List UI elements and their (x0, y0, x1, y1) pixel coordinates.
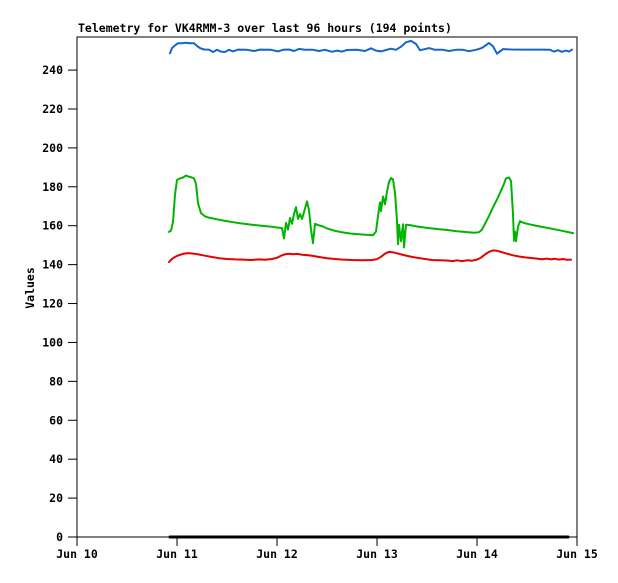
y-tick-label: 160 (42, 219, 63, 233)
y-tick-label: 220 (42, 102, 63, 116)
chart-title: Telemetry for VK4RMM-3 over last 96 hour… (78, 21, 452, 35)
y-tick-label: 180 (42, 180, 63, 194)
y-axis-title: Values (23, 267, 37, 309)
y-tick-label: 20 (49, 491, 63, 505)
series-channel-2-green (168, 174, 574, 249)
y-tick-label: 240 (42, 63, 63, 77)
x-tick-label: Jun 12 (256, 547, 298, 561)
x-tick-label: Jun 14 (456, 547, 498, 561)
x-tick-label: Jun 10 (56, 547, 98, 561)
series-channel-3-red (168, 249, 572, 264)
y-tick-label: 140 (42, 258, 63, 272)
y-tick-label: 100 (42, 335, 63, 349)
x-tick-label: Jun 11 (156, 547, 198, 561)
x-tick-label: Jun 13 (356, 547, 398, 561)
plot-border (76, 36, 578, 538)
y-tick-label: 40 (49, 452, 63, 466)
y-tick-label: 60 (49, 413, 63, 427)
x-tick-label: Jun 15 (556, 547, 598, 561)
y-tick-label: 0 (56, 530, 63, 544)
y-tick-label: 200 (42, 141, 63, 155)
y-tick-label: 80 (49, 374, 63, 388)
series-channel-1-blue (169, 39, 573, 55)
y-tick-label: 120 (42, 297, 63, 311)
